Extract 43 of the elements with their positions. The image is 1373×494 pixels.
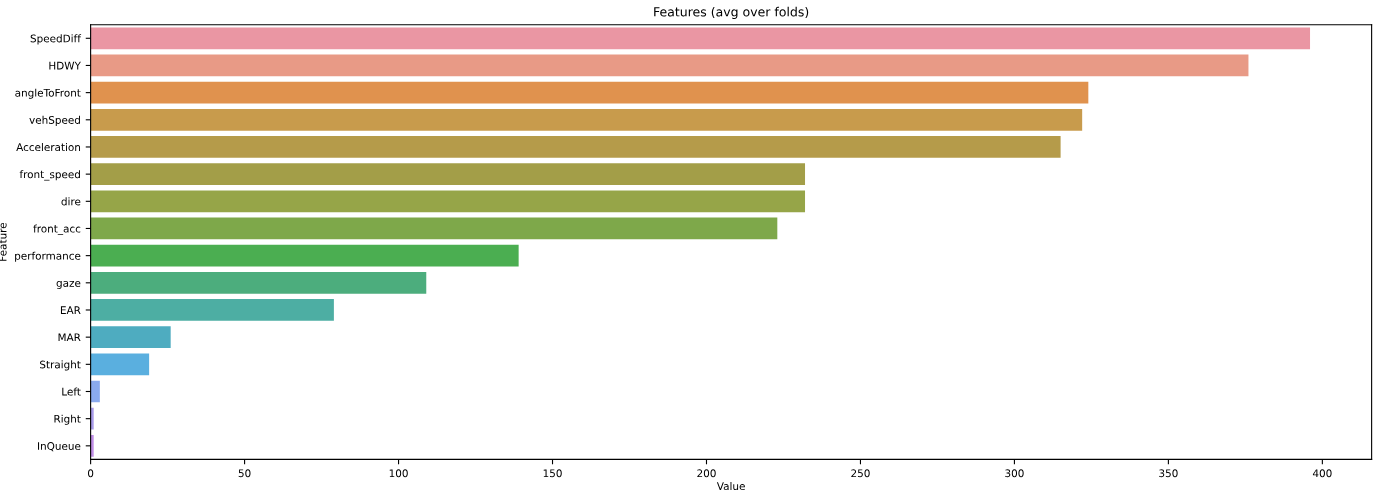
bar [90,190,806,213]
y-tick-label: Acceleration [16,143,81,152]
y-tick-label: front_acc [33,224,81,235]
bar [90,163,806,185]
bar [90,380,100,403]
y-tick-label: angleToFront [15,88,81,99]
y-tick-label: gaze [56,280,81,289]
y-tick-label: Right [54,414,81,425]
x-tick-label: 50 [238,469,251,478]
bar [90,108,1083,131]
bar [90,217,778,240]
x-tick-label: 350 [1159,469,1178,478]
bar [90,27,1311,50]
y-tick-label: vehSpeed [29,115,80,126]
y-tick-label: Left [62,387,81,396]
bar [90,54,1249,77]
bar [90,353,150,376]
chart-title: Features (avg over folds) [654,6,809,19]
bar [90,81,1089,104]
y-tick-label: Straight [40,360,81,371]
x-tick-label: 400 [1312,469,1332,478]
bar [90,326,171,349]
x-tick-label: 300 [1005,469,1024,478]
y-tick-label: InQueue [38,442,81,452]
bar [90,271,427,294]
bar [90,434,94,457]
y-tick-label: EAR [60,306,81,314]
bar [90,407,94,430]
y-tick-label: performance [15,251,81,262]
x-tick-label: 100 [389,469,408,478]
y-tick-label: HDWY [49,61,81,70]
y-tick-label: SpeedDiff [30,34,82,45]
x-axis-title: Value [716,482,745,491]
x-tick-label: 250 [851,469,870,478]
y-tick-label: front_speed [19,170,80,181]
y-tick-label: dire [61,197,81,206]
x-tick-label: 150 [543,469,562,478]
y-tick-label: MAR [58,333,81,342]
bar [90,136,1061,158]
x-tick-label: 200 [697,469,716,478]
bar [90,244,519,267]
x-tick-label: 0 [87,469,94,478]
bar [90,299,334,321]
